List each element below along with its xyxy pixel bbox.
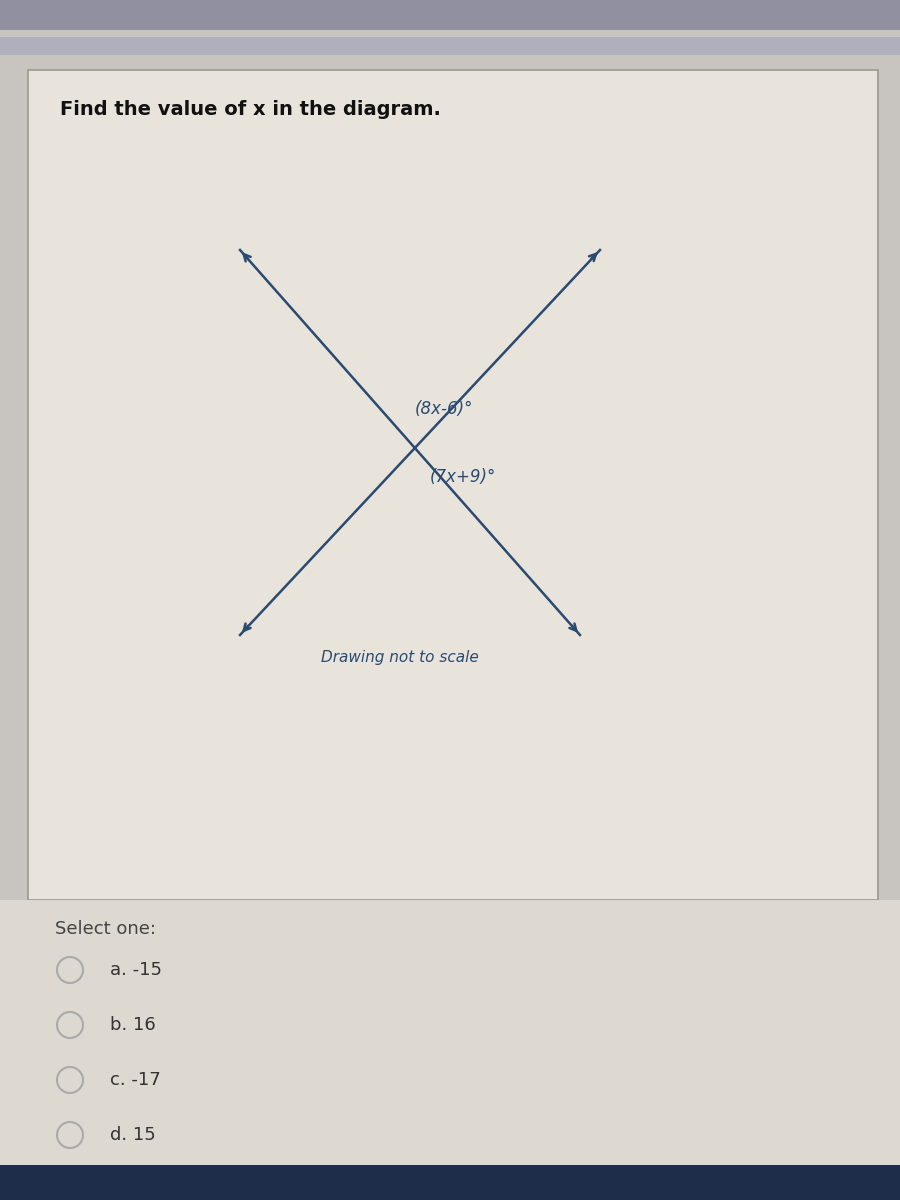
Text: d. 15: d. 15 [110, 1126, 156, 1144]
Bar [0, 900, 900, 1200]
Text: Select one:: Select one: [55, 920, 156, 938]
Text: b. 16: b. 16 [110, 1016, 156, 1034]
Bar [0, 0, 900, 30]
Text: Find the value of x in the diagram.: Find the value of x in the diagram. [60, 100, 441, 119]
Text: c. -17: c. -17 [110, 1070, 161, 1090]
Bar [28, 70, 878, 900]
Text: (8x-6)°: (8x-6)° [415, 400, 473, 418]
Text: (7x+9)°: (7x+9)° [430, 468, 497, 486]
Text: a. -15: a. -15 [110, 961, 162, 979]
Bar [0, 1165, 900, 1200]
Text: Drawing not to scale: Drawing not to scale [321, 650, 479, 665]
Bar [0, 37, 900, 55]
